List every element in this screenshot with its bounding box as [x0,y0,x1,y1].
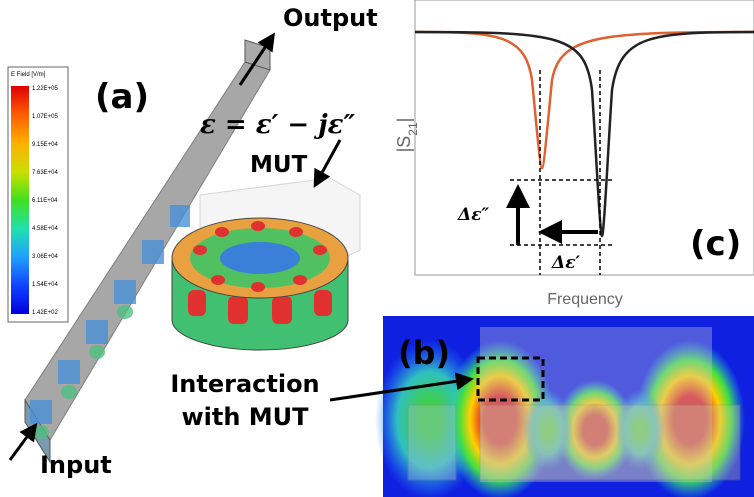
colorbar-label: 1.42E+02 [32,310,59,316]
colorbar-label: 1.07E+05 [32,114,59,120]
colorbar-label: 9.15E+04 [32,142,59,148]
colorbar-title: E Field [V/m] [11,72,46,78]
equation: ε = ε′ − jε″ [200,110,355,140]
annotation-line: with MUT [181,403,309,431]
colorbar-label: 6.11E+04 [32,198,58,204]
panel-label: (b) [398,334,450,372]
colorbar-label: 1.54E+04 [32,282,59,288]
figure: E Field [V/m] 1.22E+05 1.07E+05 9.15E+04 7.… [0,0,754,497]
output-label: Output [283,4,378,32]
resonator [172,218,348,350]
colorbar-label: 1.22E+05 [32,86,59,92]
colorbar [11,86,29,314]
colorbar-label: 4.58E+04 [32,226,59,232]
input-label: Input [40,451,112,479]
panel-label: (c) [690,224,741,264]
delta-eps-single: Δε′ [551,253,581,273]
x-axis-label: Frequency [547,291,623,308]
delta-eps-double: Δε″ [457,205,490,225]
panel-label: (a) [95,77,149,117]
colorbar-label: 3.06E+04 [32,254,59,260]
colorbar-label: 7.63E+04 [32,170,59,176]
mut-label: MUT [250,152,308,178]
annotation-line: Interaction [170,370,319,398]
